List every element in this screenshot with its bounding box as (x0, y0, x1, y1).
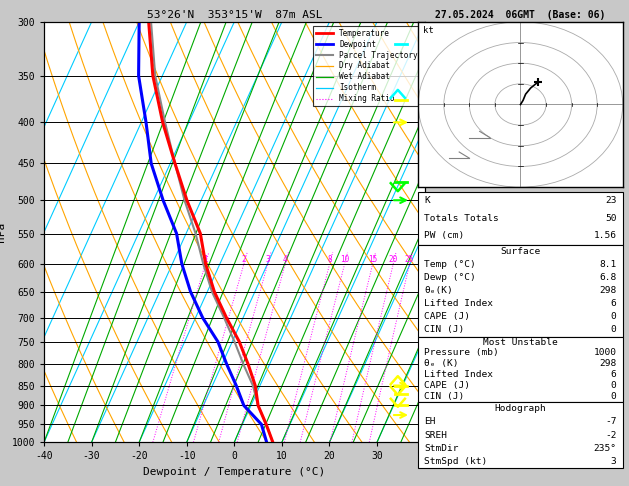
Text: 0: 0 (611, 392, 616, 401)
Text: Pressure (mb): Pressure (mb) (425, 348, 499, 358)
Text: 6: 6 (611, 370, 616, 380)
Title: 53°26'N  353°15'W  87m ASL: 53°26'N 353°15'W 87m ASL (147, 10, 322, 20)
Text: 50: 50 (605, 214, 616, 223)
Text: 1.56: 1.56 (594, 231, 616, 240)
Text: 4: 4 (283, 255, 287, 264)
Y-axis label: km
ASL: km ASL (455, 232, 473, 254)
Bar (418, 337, 623, 402)
X-axis label: Dewpoint / Temperature (°C): Dewpoint / Temperature (°C) (143, 467, 325, 477)
Y-axis label: hPa: hPa (0, 222, 6, 242)
Text: 20: 20 (389, 255, 398, 264)
Text: 8: 8 (327, 255, 332, 264)
Text: 15: 15 (368, 255, 377, 264)
Text: K: K (425, 196, 430, 205)
Text: Lifted Index: Lifted Index (425, 299, 493, 308)
Text: θₑ (K): θₑ (K) (425, 360, 459, 368)
Text: 1: 1 (203, 255, 208, 264)
Text: SREH: SREH (425, 431, 447, 440)
Text: Most Unstable: Most Unstable (483, 338, 558, 347)
Legend: Temperature, Dewpoint, Parcel Trajectory, Dry Adiabat, Wet Adiabat, Isotherm, Mi: Temperature, Dewpoint, Parcel Trajectory… (313, 26, 421, 106)
Text: 235°: 235° (594, 444, 616, 453)
Bar (418, 192, 623, 244)
Title: 27.05.2024  06GMT  (Base: 06): 27.05.2024 06GMT (Base: 06) (435, 10, 606, 20)
Text: 25: 25 (405, 255, 414, 264)
Text: Totals Totals: Totals Totals (425, 214, 499, 223)
Text: StmSpd (kt): StmSpd (kt) (425, 457, 487, 466)
Text: 0: 0 (611, 312, 616, 321)
Text: 23: 23 (605, 196, 616, 205)
Bar (418, 244, 623, 337)
Text: 298: 298 (599, 286, 616, 295)
Text: -2: -2 (605, 431, 616, 440)
Text: Hodograph: Hodograph (494, 404, 547, 414)
Text: 0: 0 (611, 326, 616, 334)
Bar (418, 402, 623, 468)
Text: 10: 10 (340, 255, 349, 264)
Text: PW (cm): PW (cm) (425, 231, 465, 240)
Text: 1000: 1000 (594, 348, 616, 358)
Text: Lifted Index: Lifted Index (425, 370, 493, 380)
Text: 6: 6 (611, 299, 616, 308)
Text: CIN (J): CIN (J) (425, 392, 465, 401)
Text: CAPE (J): CAPE (J) (425, 382, 470, 390)
Text: StmDir: StmDir (425, 444, 459, 453)
Text: 3: 3 (265, 255, 270, 264)
Text: 3: 3 (611, 457, 616, 466)
Text: 0: 0 (611, 382, 616, 390)
Text: EH: EH (425, 417, 436, 427)
Text: 8.1: 8.1 (599, 260, 616, 269)
Text: Temp (°C): Temp (°C) (425, 260, 476, 269)
Text: Dewp (°C): Dewp (°C) (425, 273, 476, 282)
Text: CAPE (J): CAPE (J) (425, 312, 470, 321)
Text: CIN (J): CIN (J) (425, 326, 465, 334)
Text: 2: 2 (242, 255, 246, 264)
Text: LCL: LCL (427, 438, 442, 447)
Text: kt: kt (423, 26, 434, 35)
Text: θₑ(K): θₑ(K) (425, 286, 453, 295)
Text: -7: -7 (605, 417, 616, 427)
Text: 6.8: 6.8 (599, 273, 616, 282)
Text: 298: 298 (599, 360, 616, 368)
Text: Surface: Surface (501, 246, 540, 256)
